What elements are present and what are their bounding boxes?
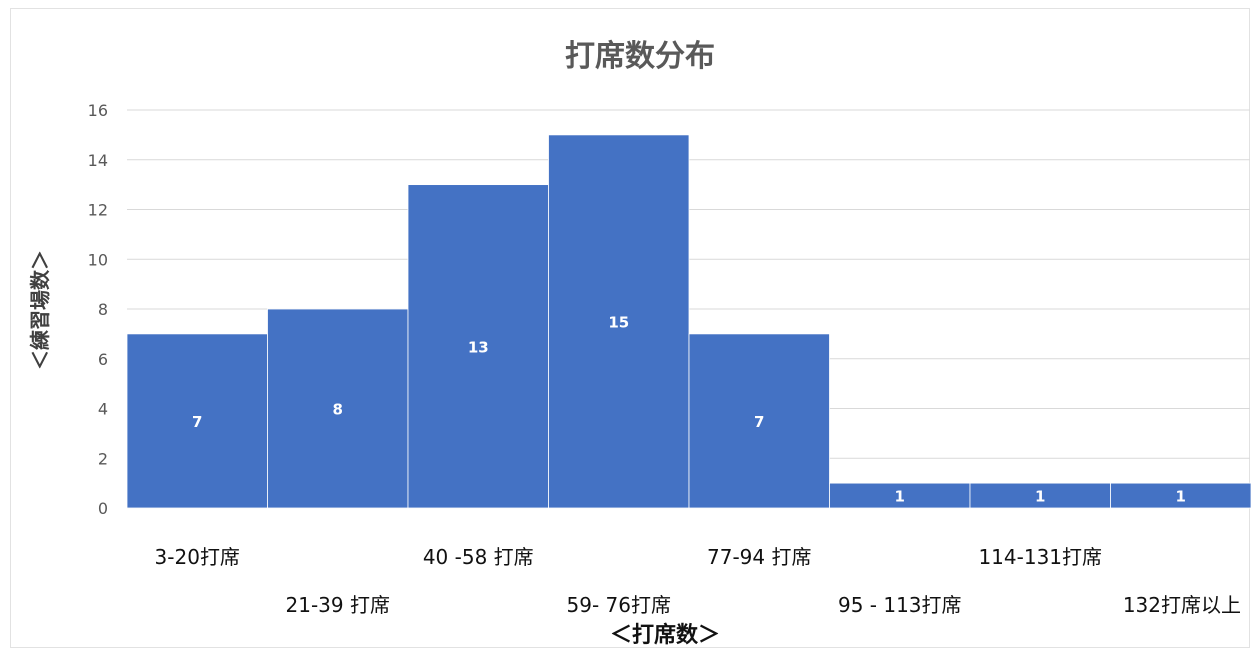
y-axis-ticks: 0 2 4 6 8 10 12 14 16 <box>88 101 108 518</box>
x-category-label: 40 -58 打席 <box>423 545 534 569</box>
data-label: 1 <box>895 488 905 506</box>
y-tick-label: 16 <box>88 101 108 120</box>
data-label: 8 <box>333 401 343 419</box>
bar-1 <box>126 333 268 509</box>
data-label: 15 <box>608 313 629 331</box>
data-label: 1 <box>1035 488 1045 506</box>
x-axis-label: ＜打席数＞ <box>610 622 720 648</box>
y-tick-label: 14 <box>88 151 108 170</box>
y-tick-label: 4 <box>98 400 108 419</box>
bars <box>126 134 1252 509</box>
chart-title: 打席数分布 <box>565 39 715 74</box>
bar-8 <box>1110 482 1252 509</box>
data-label: 1 <box>1176 488 1186 506</box>
bar-5 <box>688 333 830 509</box>
bar-2 <box>267 308 409 509</box>
x-category-label: 114-131打席 <box>978 545 1102 569</box>
x-category-label: 21-39 打席 <box>286 593 390 617</box>
data-label: 13 <box>468 338 489 356</box>
data-label: 7 <box>754 413 764 431</box>
x-category-label: 132打席以上 <box>1123 593 1241 617</box>
data-labels: 7 8 13 15 7 1 1 1 <box>192 313 1186 505</box>
y-tick-label: 8 <box>98 300 108 319</box>
y-tick-label: 12 <box>88 201 108 220</box>
y-axis-label: ＜練習場数＞ <box>28 250 52 370</box>
bar-3 <box>407 184 549 509</box>
x-category-label: 59- 76打席 <box>567 593 671 617</box>
x-axis-categories: 3-20打席 21-39 打席 40 -58 打席 59- 76打席 77-94 打席 9… <box>155 545 1241 617</box>
bar-7 <box>969 482 1111 509</box>
x-category-label: 95 - 113打席 <box>838 593 962 617</box>
x-category-label: 3-20打席 <box>155 545 240 569</box>
y-tick-label: 2 <box>98 449 108 468</box>
y-tick-label: 6 <box>98 350 108 369</box>
y-tick-label: 0 <box>98 499 108 518</box>
y-tick-label: 10 <box>88 250 108 269</box>
data-label: 7 <box>192 413 202 431</box>
bar-4 <box>548 134 690 509</box>
bar-6 <box>829 482 971 509</box>
x-category-label: 77-94 打席 <box>707 545 811 569</box>
